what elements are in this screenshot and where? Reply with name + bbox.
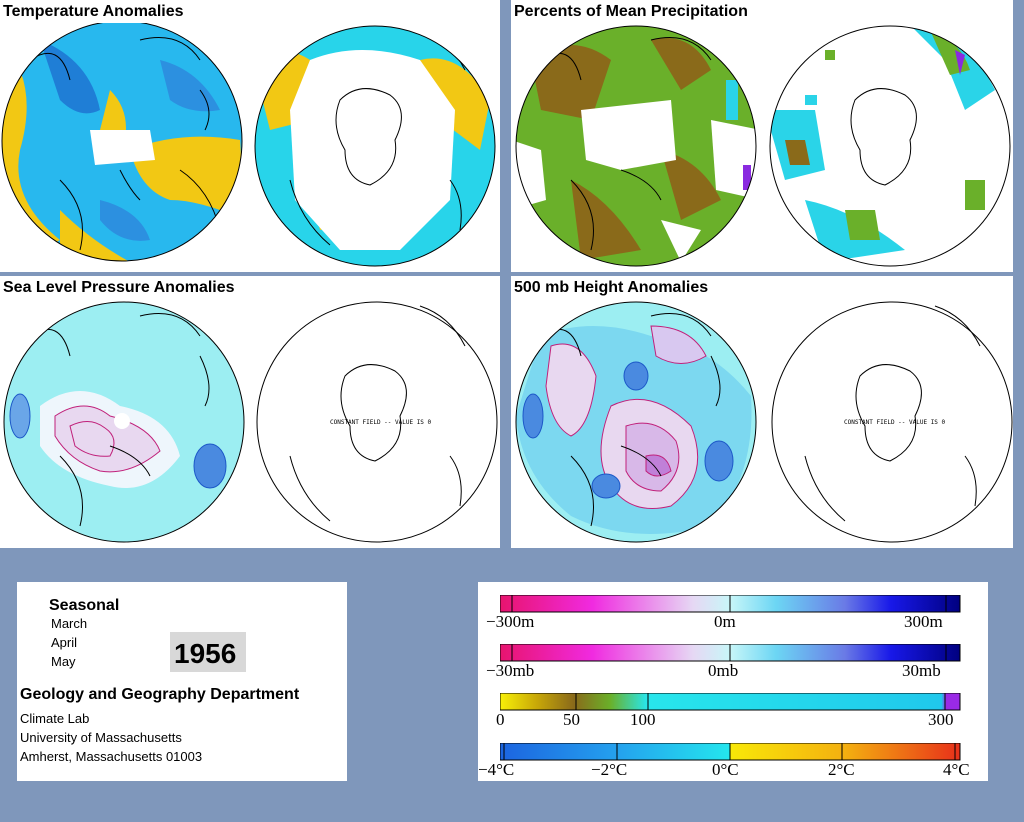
precipitation-title: Percents of Mean Precipitation <box>511 0 751 23</box>
height-panel: CONSTANT FIELD -- VALUE IS 0 500 mb Heig… <box>511 276 1013 548</box>
temp-label-m2: −2°C <box>591 760 628 779</box>
height-label-max: 300m <box>904 612 943 631</box>
pressure-panel: CONSTANT FIELD -- VALUE IS 0 Sea Level P… <box>0 276 500 548</box>
pressure-label-max: 30mb <box>902 661 941 680</box>
precip-label-100: 100 <box>630 710 656 729</box>
month-1: March <box>51 616 88 631</box>
height-title: 500 mb Height Anomalies <box>511 276 712 299</box>
pressure-north-map <box>3 301 245 543</box>
pressure-colorbar <box>500 644 961 662</box>
season-label: Seasonal <box>49 597 120 614</box>
department: Geology and Geography Department <box>20 686 300 703</box>
temperature-panel: Temperature Anomalies <box>0 0 500 272</box>
precipitation-north-map <box>515 25 757 267</box>
precip-label-300: 300 <box>928 710 954 729</box>
precip-label-50: 50 <box>563 710 580 729</box>
temperature-south-map <box>254 25 496 267</box>
lab: Climate Lab <box>20 711 90 726</box>
info-box: Seasonal March April May 1956 Geology an… <box>17 582 347 781</box>
temp-label-0: 0°C <box>712 760 739 779</box>
height-south-note: CONSTANT FIELD -- VALUE IS 0 <box>844 419 946 426</box>
precipitation-panel: Percents of Mean Precipitation <box>511 0 1013 272</box>
precip-colorbar <box>500 693 961 711</box>
pressure-label-mid: 0mb <box>708 661 739 680</box>
month-3: May <box>51 654 76 669</box>
pressure-label-min: −30mb <box>486 661 535 680</box>
pressure-title: Sea Level Pressure Anomalies <box>0 276 238 299</box>
address: Amherst, Massachusetts 01003 <box>20 749 203 764</box>
pressure-south-note: CONSTANT FIELD -- VALUE IS 0 <box>330 419 432 426</box>
university: University of Massachusetts <box>20 730 182 745</box>
year-value: 1956 <box>174 638 237 669</box>
temperature-title: Temperature Anomalies <box>0 0 187 23</box>
precip-label-0: 0 <box>496 710 505 729</box>
height-north-map <box>515 301 757 543</box>
temperature-north-map <box>1 20 243 262</box>
precipitation-south-map <box>769 25 1011 267</box>
temp-label-m4: −4°C <box>478 760 515 779</box>
height-label-mid: 0m <box>714 612 736 631</box>
temp-label-p2: 2°C <box>828 760 855 779</box>
pressure-south-map <box>256 301 498 543</box>
legend-box: −300m 0m 300m −30mb 0mb 30mb 0 50 100 30… <box>478 582 988 781</box>
height-colorbar <box>500 595 961 613</box>
height-label-min: −300m <box>486 612 535 631</box>
temp-label-p4: 4°C <box>943 760 970 779</box>
height-south-map <box>771 301 1013 543</box>
month-2: April <box>51 635 78 650</box>
temperature-colorbar <box>500 743 961 761</box>
year-badge: 1956 <box>170 632 246 672</box>
